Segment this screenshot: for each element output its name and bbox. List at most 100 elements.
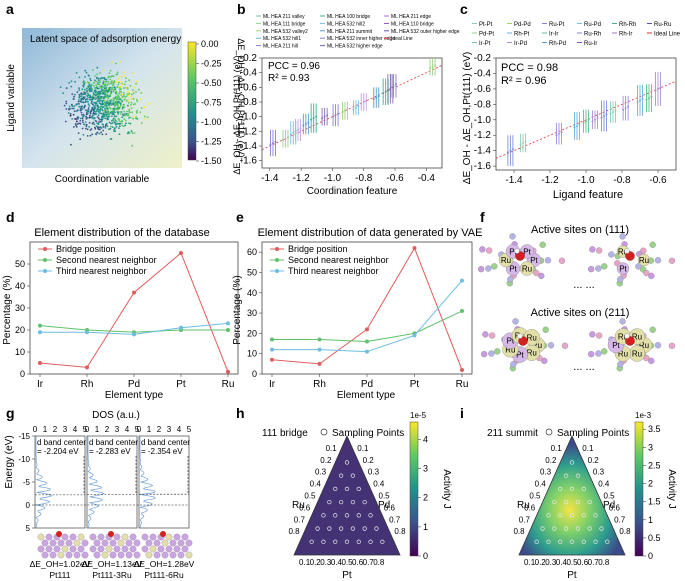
latent-point (127, 94, 130, 97)
latent-point (114, 108, 117, 111)
latent-point (91, 116, 93, 119)
latent-point (86, 128, 89, 131)
latent-point (132, 103, 135, 106)
latent-point (125, 112, 128, 115)
tick-label-left: 0.2 (545, 456, 557, 465)
slab-atom (169, 551, 177, 559)
tick-label-right: 0.1 (357, 444, 369, 453)
colorbar (409, 421, 419, 557)
atom-small (601, 263, 608, 270)
data-point (362, 101, 365, 103)
adsorption-energy: ΔE_OH=1.02eV (30, 559, 91, 569)
latent-point (68, 82, 70, 84)
data-point (522, 141, 524, 144)
latent-point (101, 112, 103, 115)
latent-point (65, 87, 68, 89)
latent-point (70, 80, 73, 83)
latent-point (94, 133, 97, 135)
slab-atom (129, 533, 137, 541)
x-tick-label: Ir (269, 379, 276, 390)
tick-label-bottom: 0.1 (299, 558, 311, 567)
latent-point (90, 128, 93, 130)
legend-entry: ML HEA 532 higher edge (327, 44, 383, 50)
latent-point (103, 77, 106, 79)
latent-point (116, 71, 119, 74)
latent-point (108, 88, 111, 91)
slab-atom (69, 545, 77, 553)
atom-small (481, 351, 488, 358)
slab-atom (73, 539, 81, 547)
data-point (573, 126, 576, 129)
latent-point (139, 98, 142, 101)
sampling-point (587, 526, 592, 531)
latent-point (136, 112, 138, 114)
band-center-label: d band center (89, 438, 138, 447)
data-point (624, 107, 627, 110)
atom-small (485, 265, 492, 272)
latent-point (124, 80, 127, 83)
latent-point (79, 93, 82, 95)
latent-point (91, 108, 93, 111)
latent-point (103, 96, 105, 99)
latent-point (68, 108, 70, 111)
latent-point (108, 128, 110, 131)
latent-point (106, 103, 109, 106)
latent-point (140, 122, 143, 124)
latent-point (103, 69, 105, 71)
sampling-point (593, 539, 598, 544)
x-tick-label: -1.2 (293, 173, 311, 184)
x-tick-label: Pd (361, 379, 373, 390)
data-point (659, 86, 662, 89)
sampling-point (350, 473, 356, 478)
legend-entry: Rh-Pd (549, 41, 566, 47)
tick-label-right: 0.7 (614, 515, 626, 524)
latent-point (121, 100, 123, 103)
latent-point (71, 105, 74, 108)
sampling-point (575, 499, 581, 505)
sampling-point (350, 526, 356, 531)
dos-tick-label: 1 (43, 425, 48, 434)
latent-point (106, 93, 108, 96)
panel-f: f Active sites on (111) Active sites on … (478, 209, 676, 373)
latent-point (111, 122, 114, 125)
latent-point (77, 100, 80, 103)
latent-point (79, 108, 82, 110)
atom-small (539, 241, 546, 248)
x-tick-label: -1.4 (261, 173, 279, 184)
atom-small (478, 266, 485, 273)
legend-entry: Ir-Ir (549, 32, 558, 38)
latent-point (112, 99, 115, 101)
latent-point (91, 133, 94, 136)
latent-point (106, 118, 109, 121)
data-point (600, 116, 603, 119)
latent-point (118, 81, 120, 84)
legend-marker (545, 428, 553, 436)
latent-point (69, 114, 72, 117)
tick-label-right: 0.6 (384, 503, 396, 512)
slab-atom (89, 533, 97, 541)
latent-point (74, 80, 76, 83)
plot-marks: Ir Rh Pd Pt Ru 0 10 20 30 40 50 60 Bridge positionSe… (247, 244, 468, 390)
latent-point (97, 77, 100, 80)
latent-point (82, 80, 85, 83)
atom-clusters: PtRuPtRuPtPtRuPtRuRuRuPtRuPtRuRuRuRuRuPt… (478, 233, 676, 372)
axis-label-bottom: Pt (567, 570, 577, 581)
latent-point (97, 98, 99, 100)
colorbar-tick-label: 1 (423, 522, 428, 532)
latent-point (70, 143, 72, 146)
latent-point (84, 76, 86, 78)
sampling-point (558, 513, 563, 518)
latent-point (109, 69, 112, 72)
latent-point (105, 87, 108, 89)
atom-label: Ru (639, 256, 649, 265)
sampling-point (315, 526, 320, 531)
dos-tick-label: 3 (167, 425, 172, 434)
dos-tick-label: 5 (83, 425, 88, 434)
oxygen-atom (108, 531, 114, 537)
latent-point (97, 105, 100, 108)
latent-point (108, 95, 110, 97)
latent-point (101, 103, 104, 106)
latent-point (87, 103, 90, 106)
latent-point (95, 125, 98, 128)
x-tick-label: -1.4 (505, 175, 523, 186)
